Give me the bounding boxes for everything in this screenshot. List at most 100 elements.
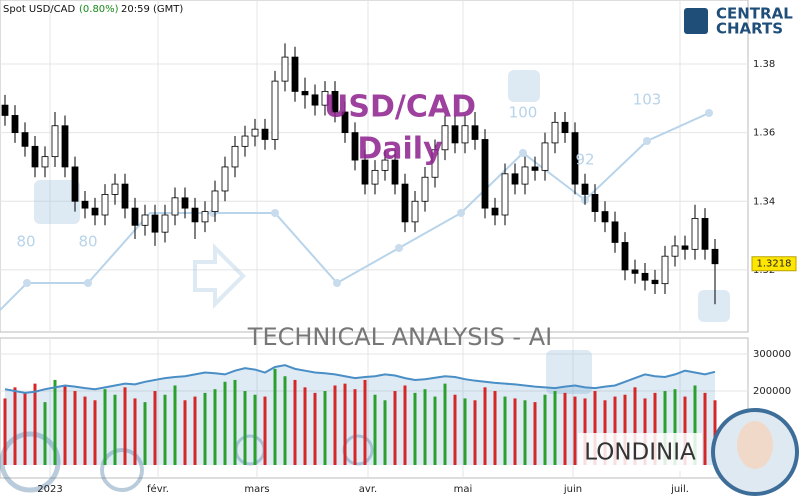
y-tick-label: 1.38 — [753, 59, 775, 70]
volume-bar — [303, 387, 307, 465]
candle-body — [391, 159, 399, 185]
volume-bar — [93, 400, 97, 465]
volume-bar — [43, 402, 47, 465]
volume-bar — [623, 394, 627, 465]
y-tick-label: 1.36 — [753, 128, 775, 139]
candle-body — [681, 245, 689, 250]
candle-body — [401, 183, 409, 223]
volume-bar — [53, 379, 57, 465]
volume-bar — [503, 396, 507, 465]
candle-body — [621, 242, 629, 271]
candle-body — [651, 279, 659, 285]
candle-body — [41, 156, 49, 168]
volume-bar — [133, 398, 137, 465]
candle-body — [21, 132, 29, 147]
volume-bar — [73, 391, 77, 465]
candle-body — [561, 121, 569, 134]
volume-bar — [393, 391, 397, 465]
candle-body — [271, 80, 279, 140]
volume-bar — [253, 394, 257, 465]
score-label: 80 — [78, 233, 97, 251]
candle-body — [261, 128, 269, 140]
x-tick-label: juin — [563, 484, 582, 495]
candle-body — [111, 183, 119, 195]
candle-body — [101, 194, 109, 216]
candle-body — [511, 173, 519, 185]
volume-bar — [423, 389, 427, 465]
candle-body — [31, 145, 39, 168]
volume-bar — [243, 391, 247, 465]
candle-body — [341, 111, 349, 134]
volume-bar — [603, 400, 607, 465]
volume-ma-line — [4, 364, 716, 394]
volume-bar — [263, 396, 267, 465]
time: 20:59 (GMT) — [121, 4, 183, 15]
candle-body — [611, 221, 619, 243]
volume-bar — [463, 398, 467, 465]
volume-bar — [433, 396, 437, 465]
candle-body — [351, 132, 359, 161]
candle-body — [701, 218, 709, 250]
score-label: 100 — [509, 104, 538, 122]
volume-bar — [373, 394, 377, 465]
volume-bar — [83, 396, 87, 465]
candle-body — [371, 169, 379, 185]
volume-bar — [703, 392, 707, 465]
candle-body — [641, 272, 649, 281]
candle-body — [531, 166, 539, 171]
volume-bar — [563, 392, 567, 465]
x-tick-label: févr. — [147, 483, 169, 495]
candle-body — [361, 159, 369, 185]
candle-body — [321, 91, 329, 106]
volume-bar — [643, 398, 647, 465]
logo-line1: CENTRAL — [716, 5, 793, 23]
watermark: TECHNICAL ANALYSIS - AI — [247, 323, 552, 351]
x-tick-label: 2023 — [37, 484, 62, 495]
volume-bar — [123, 387, 127, 465]
candle-body — [591, 194, 599, 212]
volume-bar — [323, 391, 327, 465]
candle-body — [671, 245, 679, 257]
candle-body — [81, 200, 89, 209]
volume-bar — [583, 398, 587, 465]
score-label: 103 — [633, 91, 662, 109]
last-price-box — [751, 256, 797, 272]
logo-line2: CHARTS — [716, 20, 783, 38]
volume-bar — [203, 392, 207, 465]
avatar-face — [737, 421, 773, 469]
volume-bar — [223, 381, 227, 465]
volume-bar — [153, 391, 157, 465]
volume-bar — [683, 396, 687, 465]
candle-body — [91, 207, 99, 216]
volume-bar — [103, 389, 107, 465]
volume-bar — [653, 392, 657, 465]
candle-body — [461, 125, 469, 144]
x-tick-label: juil. — [670, 484, 689, 495]
volume-bar — [13, 387, 17, 465]
candle-body — [181, 197, 189, 209]
brand-box — [578, 433, 702, 471]
x-tick-label: avr. — [359, 484, 377, 495]
volume-bar — [383, 400, 387, 465]
volume-bar — [573, 396, 577, 465]
candle-body — [171, 197, 179, 216]
volume-bar — [363, 379, 367, 465]
candle-body — [281, 56, 289, 82]
volume-bar — [413, 392, 417, 465]
candle-body — [481, 139, 489, 209]
volume-bar — [213, 389, 217, 465]
volume-bar — [523, 400, 527, 465]
candle-body — [551, 121, 559, 144]
candle-body — [51, 125, 59, 158]
brand: LONDINIA — [584, 440, 696, 466]
candle-body — [141, 214, 149, 226]
watermark-subtitle: Daily — [357, 132, 443, 167]
symbol: Spot USD/CAD — [3, 4, 75, 15]
volume-bar — [553, 391, 557, 465]
candle-body — [541, 142, 549, 171]
candle-body — [441, 125, 449, 151]
volume-bar — [633, 387, 637, 465]
change: (0.80%) — [79, 4, 119, 15]
candle-body — [121, 183, 129, 209]
candle-body — [291, 56, 299, 92]
